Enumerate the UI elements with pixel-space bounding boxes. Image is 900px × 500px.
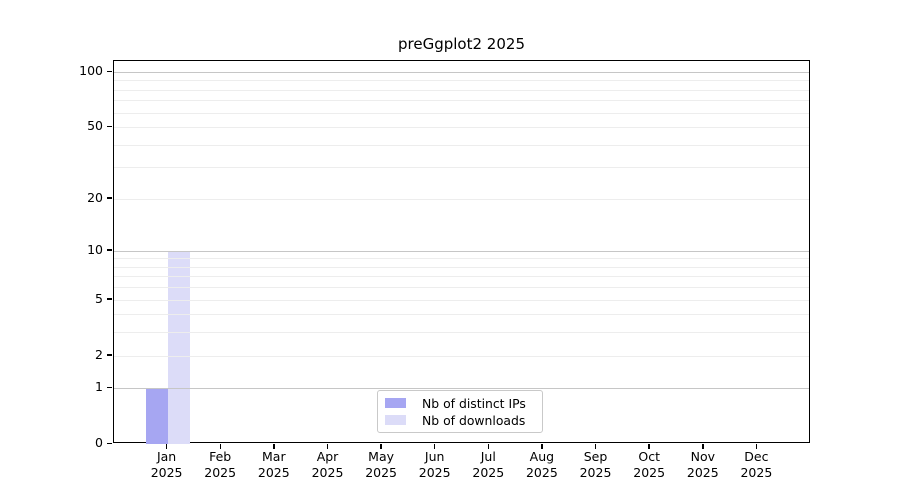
x-axis-tick-jun-2025	[433, 444, 436, 449]
y-axis-tick-label-50: 50	[87, 118, 103, 134]
x-axis-tick-label-may-2025: May 2025	[365, 449, 397, 480]
gridline-minor-60	[114, 112, 809, 114]
x-axis-tick-dec-2025	[755, 444, 758, 449]
x-axis-tick-label-aug-2025: Aug 2025	[525, 449, 558, 480]
x-axis-tick-mar-2025	[273, 444, 275, 449]
legend-swatch-distinct-ips	[385, 397, 406, 409]
x-axis-tick-label-sep-2025: Sep 2025	[579, 449, 612, 480]
gridline-major-10	[114, 250, 809, 252]
gridline-minor-20	[114, 198, 809, 200]
y-axis-tick-50	[107, 125, 112, 128]
x-axis-tick-label-apr-2025: Apr 2025	[311, 449, 344, 480]
x-axis-tick-aug-2025	[541, 444, 543, 449]
x-axis-tick-label-jun-2025: Jun 2025	[418, 449, 451, 480]
bars-layer	[114, 61, 809, 444]
gridline-major-100	[114, 72, 809, 73]
gridline-minor-9	[114, 258, 809, 260]
y-axis-tick-0	[107, 442, 112, 444]
legend: Nb of distinct IPs Nb of downloads	[377, 390, 543, 433]
legend-swatch-downloads	[385, 414, 406, 426]
y-axis-tick-label-1: 1	[95, 379, 103, 395]
y-axis-tick-2	[107, 354, 112, 356]
gridline-minor-6	[114, 287, 809, 289]
y-axis-tick-10	[107, 249, 112, 251]
legend-row-downloads: Nb of downloads	[385, 412, 534, 428]
gridline-minor-7	[114, 276, 809, 278]
x-axis-tick-jul-2025	[487, 444, 490, 449]
grid-layer	[114, 61, 809, 442]
x-axis-tick-sep-2025	[594, 444, 597, 449]
x-axis-tick-label-dec-2025: Dec 2025	[740, 449, 773, 480]
gridline-major-1	[114, 388, 809, 390]
x-axis-tick-label-jan-2025: Jan 2025	[150, 449, 183, 480]
x-axis-tick-jan-2025	[165, 444, 168, 449]
y-axis-tick-label-100: 100	[79, 63, 103, 78]
y-axis-tick-label-0: 0	[95, 435, 103, 450]
gridline-minor-5	[114, 299, 809, 301]
gridline-minor-40	[114, 144, 809, 146]
y-axis-tick-label-2: 2	[95, 346, 103, 362]
gridline-minor-2	[114, 355, 809, 357]
x-axis-tick-feb-2025	[219, 444, 221, 449]
bar-nb-of-distinct-ips-jan-2025	[145, 388, 168, 444]
chart-title: preGgplot2 2025	[398, 35, 525, 53]
y-axis-tick-100	[107, 70, 112, 72]
x-axis-tick-apr-2025	[326, 444, 329, 449]
legend-row-distinct-ips: Nb of distinct IPs	[385, 395, 534, 411]
x-axis-tick-label-feb-2025: Feb 2025	[204, 449, 237, 480]
x-axis-tick-may-2025	[380, 444, 382, 449]
x-axis-tick-label-nov-2025: Nov 2025	[686, 449, 719, 480]
x-axis-tick-label-oct-2025: Oct 2025	[633, 449, 666, 480]
bar-nb-of-downloads-jan-2025	[167, 250, 190, 444]
legend-label-distinct-ips: Nb of distinct IPs	[422, 395, 526, 411]
gridline-minor-50	[114, 127, 809, 129]
x-axis-tick-label-jul-2025: Jul 2025	[472, 449, 505, 480]
x-axis-tick-nov-2025	[702, 444, 704, 449]
gridline-minor-30	[114, 167, 809, 169]
gridline-minor-70	[114, 100, 809, 102]
y-axis-tick-label-20: 20	[87, 189, 103, 205]
y-axis-tick-label-5: 5	[95, 290, 103, 306]
y-axis-tick-label-10: 10	[87, 241, 103, 257]
gridline-minor-80	[114, 89, 809, 91]
gridline-minor-90	[114, 80, 809, 82]
y-axis-tick-20	[107, 197, 112, 199]
x-axis-tick-oct-2025	[648, 444, 650, 449]
x-axis-tick-label-mar-2025: Mar 2025	[257, 449, 290, 480]
plot-area	[113, 60, 810, 444]
y-axis-tick-1	[107, 386, 112, 389]
y-axis-tick-5	[107, 298, 112, 300]
gridline-minor-8	[114, 266, 809, 268]
gridline-minor-3	[114, 332, 809, 334]
gridline-minor-4	[114, 314, 809, 316]
legend-label-downloads: Nb of downloads	[422, 412, 526, 428]
